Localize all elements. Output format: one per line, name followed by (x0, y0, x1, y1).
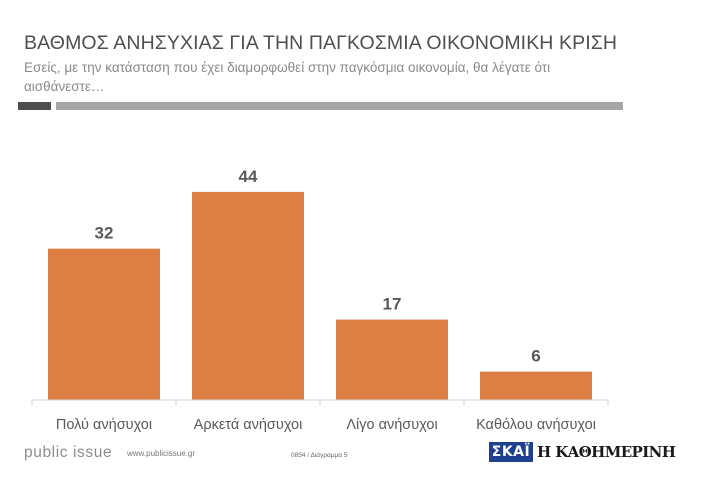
value-label-group: 32 44 17 6 (95, 167, 541, 366)
skai-logo: ΣΚΑΪ (489, 442, 533, 462)
footer-reference: 0854 / Διάγραμμα 5 (291, 452, 348, 459)
footer-url: www.publicissue.gr (127, 449, 196, 458)
bar (336, 319, 448, 400)
bar-value-label: 6 (531, 347, 540, 366)
category-label: Καθόλου ανήσυχοι (476, 417, 596, 433)
kathimerini-logo: Η ΚΑΘΗΜΕΡΙΝΗ (537, 443, 676, 461)
bar-group (48, 191, 592, 400)
bar (480, 371, 592, 400)
header-rule-light (56, 102, 623, 110)
category-label: Πολύ ανήσυχοι (56, 417, 152, 433)
category-label: Αρκετά ανήσυχοι (194, 417, 303, 433)
category-label-group: Πολύ ανήσυχοι Αρκετά ανήσυχοι Λίγο ανήσυχο… (56, 417, 596, 433)
bar-value-label: 44 (239, 167, 258, 186)
bar (192, 191, 304, 400)
bar-value-label: 32 (95, 224, 114, 243)
header-rule-dark (18, 102, 51, 110)
category-label: Λίγο ανήσυχοι (346, 417, 437, 433)
brand-logo-text: public issue (24, 444, 113, 461)
chart-title: ΒΑΘΜΟΣ ΑΝΗΣΥΧΙΑΣ ΓΙΑ ΤΗΝ ΠΑΓΚΟΣΜΙΑ ΟΙΚΟΝ… (24, 32, 618, 54)
bar (48, 248, 160, 400)
x-axis-tick-group (31, 400, 609, 406)
bar-value-label: 17 (383, 295, 402, 314)
chart-subtitle: Εσείς, με την κατάσταση που έχει διαμορφ… (24, 60, 551, 94)
